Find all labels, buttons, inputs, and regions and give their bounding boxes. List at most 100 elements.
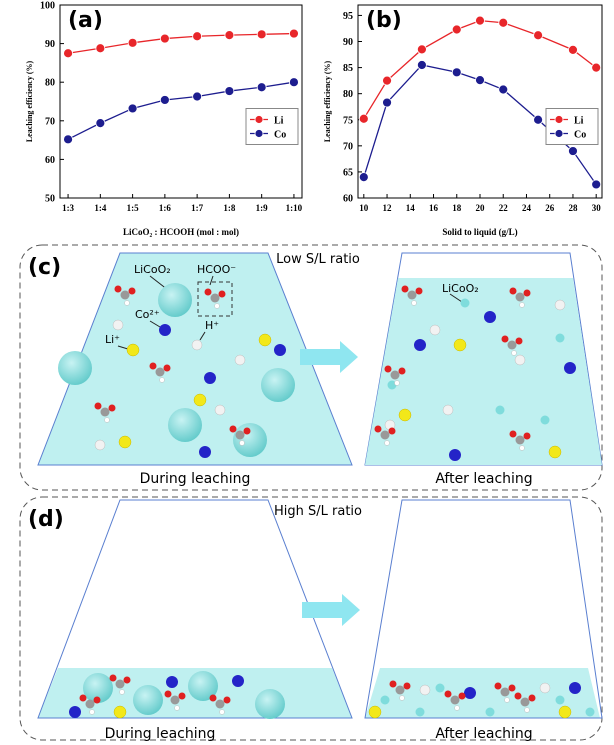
oxygen: [229, 425, 237, 433]
x-tick-label: 18: [452, 203, 462, 213]
x-tick-label: 1:7: [191, 203, 203, 213]
oxygen: [204, 288, 212, 296]
legend-marker: [254, 129, 264, 138]
licoo2-particle: [168, 408, 202, 442]
small-particle: [460, 298, 470, 308]
y-tick-label: 65: [343, 167, 353, 178]
oxygen: [218, 290, 226, 298]
hydrogen: [384, 440, 390, 446]
licoo2-particle: [188, 671, 218, 701]
oxygen: [128, 287, 136, 295]
plot-frame: [59, 4, 303, 199]
carbon: [395, 685, 405, 695]
data-point: [358, 172, 369, 183]
data-point: [159, 33, 170, 44]
x-tick-label: 22: [499, 203, 509, 213]
legend-box: [545, 108, 599, 145]
x-tick-label: 12: [383, 203, 393, 213]
data-point: [289, 77, 299, 88]
hydrogen: [89, 709, 95, 715]
annotation: LiCoO₂: [134, 263, 171, 276]
x-axis-label: LiCoO₂ : HCOOH (mol : mol): [123, 227, 239, 237]
oxygen: [384, 365, 392, 373]
h-ion: [554, 299, 566, 311]
hydrogen: [524, 707, 530, 713]
annotation: HCOO⁻: [197, 263, 236, 276]
oxygen: [94, 402, 102, 410]
oxygen: [415, 287, 423, 295]
li-ion: [368, 705, 382, 719]
licoo2-particle: [233, 423, 267, 457]
data-point: [498, 17, 509, 28]
small-particle: [585, 707, 595, 717]
highlight-box: [197, 281, 233, 317]
x-tick-label: 1:8: [223, 203, 235, 213]
co-ion: [484, 311, 496, 323]
h-ion: [191, 339, 203, 351]
panel-label: (d): [28, 507, 64, 532]
oxygen: [388, 427, 396, 435]
data-point: [568, 44, 578, 55]
co-ion: [564, 362, 576, 374]
h-ion: [214, 404, 226, 416]
hydrogen: [519, 302, 525, 308]
data-point: [95, 118, 106, 129]
data-point: [127, 37, 138, 48]
li-ion: [118, 435, 132, 449]
carbon: [120, 290, 130, 300]
data-point: [475, 75, 485, 86]
x-tick-label: 26: [545, 203, 555, 213]
h-ion: [94, 439, 106, 451]
licoo2-particle: [133, 685, 163, 715]
small-particle: [555, 695, 565, 705]
small-particle: [415, 707, 425, 717]
carbon: [507, 340, 517, 350]
h-ion: [429, 324, 441, 336]
h-ion: [112, 319, 124, 331]
li-ion: [113, 705, 127, 719]
carbon: [235, 430, 245, 440]
y-tick-label: 50: [45, 194, 55, 205]
hydrogen: [454, 705, 460, 711]
li-ion: [453, 338, 467, 352]
x-tick-label: 14: [406, 203, 416, 213]
co-ion: [204, 372, 216, 384]
licoo2-particle: [255, 689, 285, 719]
li-ion: [558, 705, 572, 719]
oxygen: [509, 287, 517, 295]
y-tick-label: 80: [45, 78, 55, 89]
x-tick-label: 30: [592, 203, 602, 213]
panel-label: (c): [28, 255, 61, 280]
y-axis-label: Leaching efficiency (%): [323, 61, 332, 143]
data-point: [475, 15, 485, 26]
data-point: [533, 30, 543, 41]
x-tick-label: 1:9: [256, 203, 268, 213]
oxygen: [458, 692, 466, 700]
beaker: [37, 252, 353, 466]
y-tick-label: 95: [343, 11, 353, 22]
legend-label: Li: [574, 116, 584, 127]
licoo2-particle: [261, 368, 295, 402]
caption: During leaching: [140, 471, 251, 487]
y-tick-label: 90: [343, 37, 353, 48]
data-point: [382, 97, 392, 108]
oxygen: [243, 427, 251, 435]
oxygen: [123, 676, 131, 684]
series-line: [67, 32, 294, 54]
x-axis-label: Solid to liquid (g/L): [442, 227, 517, 237]
series-line: [67, 81, 295, 140]
carbon: [215, 699, 225, 709]
small-particle: [495, 405, 505, 415]
oxygen: [509, 430, 517, 438]
oxygen: [79, 694, 87, 702]
hydrogen: [394, 380, 400, 386]
y-tick-label: 70: [45, 116, 55, 127]
carbon: [520, 697, 530, 707]
x-tick-label: 10: [359, 203, 369, 213]
hydrogen: [159, 377, 165, 383]
data-point: [256, 29, 267, 40]
h-ion: [539, 682, 551, 694]
data-point: [192, 31, 203, 42]
x-tick-label: 1:3: [62, 203, 74, 213]
